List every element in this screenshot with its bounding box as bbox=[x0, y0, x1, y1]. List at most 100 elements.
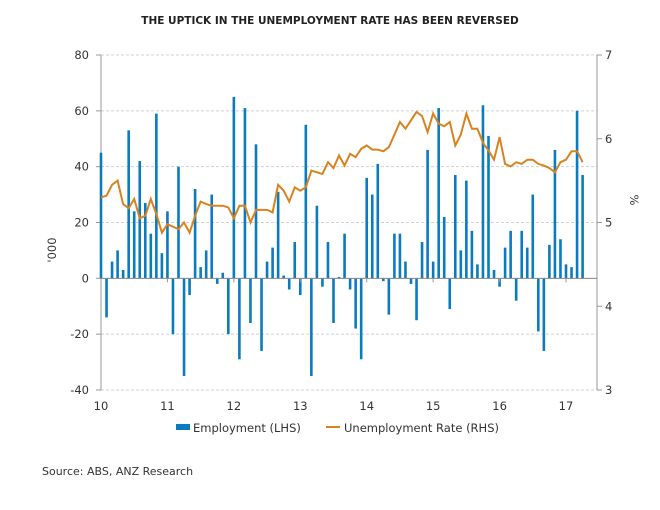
employment-bar bbox=[420, 242, 424, 279]
employment-bar bbox=[298, 278, 302, 296]
employment-bar bbox=[564, 264, 568, 279]
employment-bar bbox=[348, 278, 352, 290]
y-tick-label-right: 6 bbox=[605, 132, 612, 146]
employment-bar bbox=[343, 233, 346, 279]
employment-bar bbox=[204, 250, 208, 279]
employment-bar bbox=[581, 175, 584, 279]
employment-bar bbox=[155, 113, 158, 279]
x-tick-label: 14 bbox=[359, 399, 374, 413]
y-tick-label-left: -40 bbox=[70, 383, 89, 397]
employment-bar bbox=[337, 276, 341, 279]
employment-bar bbox=[171, 278, 175, 335]
employment-bar bbox=[138, 161, 142, 279]
y-axis-label-right: % bbox=[627, 195, 641, 206]
employment-bar bbox=[182, 278, 186, 377]
employment-bar bbox=[514, 278, 518, 301]
employment-bar bbox=[293, 242, 297, 279]
employment-bar bbox=[487, 135, 490, 279]
employment-bar bbox=[110, 261, 114, 279]
y-tick-label-right: 3 bbox=[605, 383, 612, 397]
employment-bar bbox=[359, 278, 363, 360]
employment-bar bbox=[310, 278, 313, 377]
employment-bar bbox=[481, 105, 485, 279]
unemployment-rate-line bbox=[100, 110, 584, 236]
employment-bar bbox=[188, 278, 191, 296]
y-axis-label-left: '000 bbox=[45, 237, 59, 262]
employment-bar bbox=[105, 278, 108, 318]
employment-bar bbox=[265, 261, 269, 279]
legend-label-unemployment: Unemployment Rate (RHS) bbox=[344, 421, 499, 435]
employment-bar bbox=[143, 202, 147, 279]
employment-bar bbox=[575, 110, 579, 279]
employment-bar bbox=[398, 233, 402, 279]
y-tick-label-right: 5 bbox=[605, 216, 612, 230]
employment-bar bbox=[415, 278, 418, 321]
employment-bar bbox=[409, 278, 413, 284]
employment-bar bbox=[238, 278, 241, 360]
employment-bar bbox=[448, 278, 452, 310]
source-note: Source: ABS, ANZ Research bbox=[42, 465, 194, 478]
employment-bar bbox=[382, 278, 385, 282]
employment-bar bbox=[570, 267, 573, 279]
employment-bar bbox=[210, 194, 214, 279]
employment-bar bbox=[442, 216, 446, 279]
chart-title: THE UPTICK IN THE UNEMPLOYMENT RATE HAS … bbox=[141, 15, 519, 27]
employment-bar bbox=[215, 278, 219, 284]
employment-bar bbox=[221, 272, 225, 279]
employment-bar bbox=[193, 189, 197, 279]
employment-bar bbox=[465, 180, 468, 279]
employment-bar bbox=[99, 152, 103, 279]
employment-bar bbox=[160, 253, 164, 279]
employment-bar bbox=[332, 278, 335, 323]
employment-bar bbox=[531, 194, 535, 279]
employment-bar bbox=[260, 278, 263, 351]
x-tick-label: 11 bbox=[160, 399, 175, 413]
employment-bar bbox=[199, 267, 202, 279]
employment-bar bbox=[503, 247, 507, 279]
employment-bar bbox=[326, 242, 330, 279]
employment-bar bbox=[542, 278, 546, 351]
employment-bar bbox=[537, 278, 540, 332]
x-tick-label: 17 bbox=[559, 399, 574, 413]
x-tick-label: 15 bbox=[426, 399, 441, 413]
employment-bar bbox=[553, 149, 557, 279]
employment-bar bbox=[470, 230, 474, 279]
y-tick-label-left: 60 bbox=[74, 104, 89, 118]
y-tick-label-left: 80 bbox=[74, 48, 89, 62]
employment-bar bbox=[548, 244, 551, 279]
employment-bar bbox=[304, 124, 308, 279]
y-tick-label-left: 20 bbox=[74, 216, 89, 230]
x-tick-label: 16 bbox=[492, 399, 507, 413]
employment-bar bbox=[177, 166, 180, 279]
x-tick-label: 13 bbox=[293, 399, 308, 413]
employment-bar bbox=[243, 108, 247, 279]
employment-bar bbox=[149, 233, 153, 279]
employment-bar bbox=[520, 230, 524, 279]
employment-bar bbox=[127, 130, 130, 279]
employment-bar bbox=[476, 264, 479, 279]
employment-bar bbox=[315, 205, 319, 279]
employment-bar bbox=[426, 149, 429, 279]
y-tick-label-right: 4 bbox=[605, 299, 612, 313]
employment-bar bbox=[276, 191, 280, 279]
employment-bar bbox=[227, 278, 230, 335]
x-tick-label: 10 bbox=[94, 399, 109, 413]
employment-bar bbox=[509, 230, 512, 279]
employment-bar bbox=[404, 261, 407, 279]
employment-bar bbox=[459, 250, 463, 279]
employment-bar bbox=[453, 175, 457, 279]
employment-bar bbox=[271, 247, 274, 279]
employment-bar bbox=[365, 177, 369, 279]
employment-bar bbox=[559, 239, 562, 279]
employment-bar bbox=[370, 194, 374, 279]
x-tick-label: 12 bbox=[227, 399, 242, 413]
y-tick-label-left: -20 bbox=[70, 327, 89, 341]
employment-bar bbox=[431, 261, 435, 279]
legend-swatch-employment bbox=[176, 424, 190, 430]
employment-bar bbox=[282, 275, 285, 279]
employment-bar bbox=[232, 96, 236, 279]
employment-bar bbox=[166, 211, 169, 279]
employment-bar bbox=[116, 250, 119, 279]
employment-bar bbox=[354, 278, 357, 329]
